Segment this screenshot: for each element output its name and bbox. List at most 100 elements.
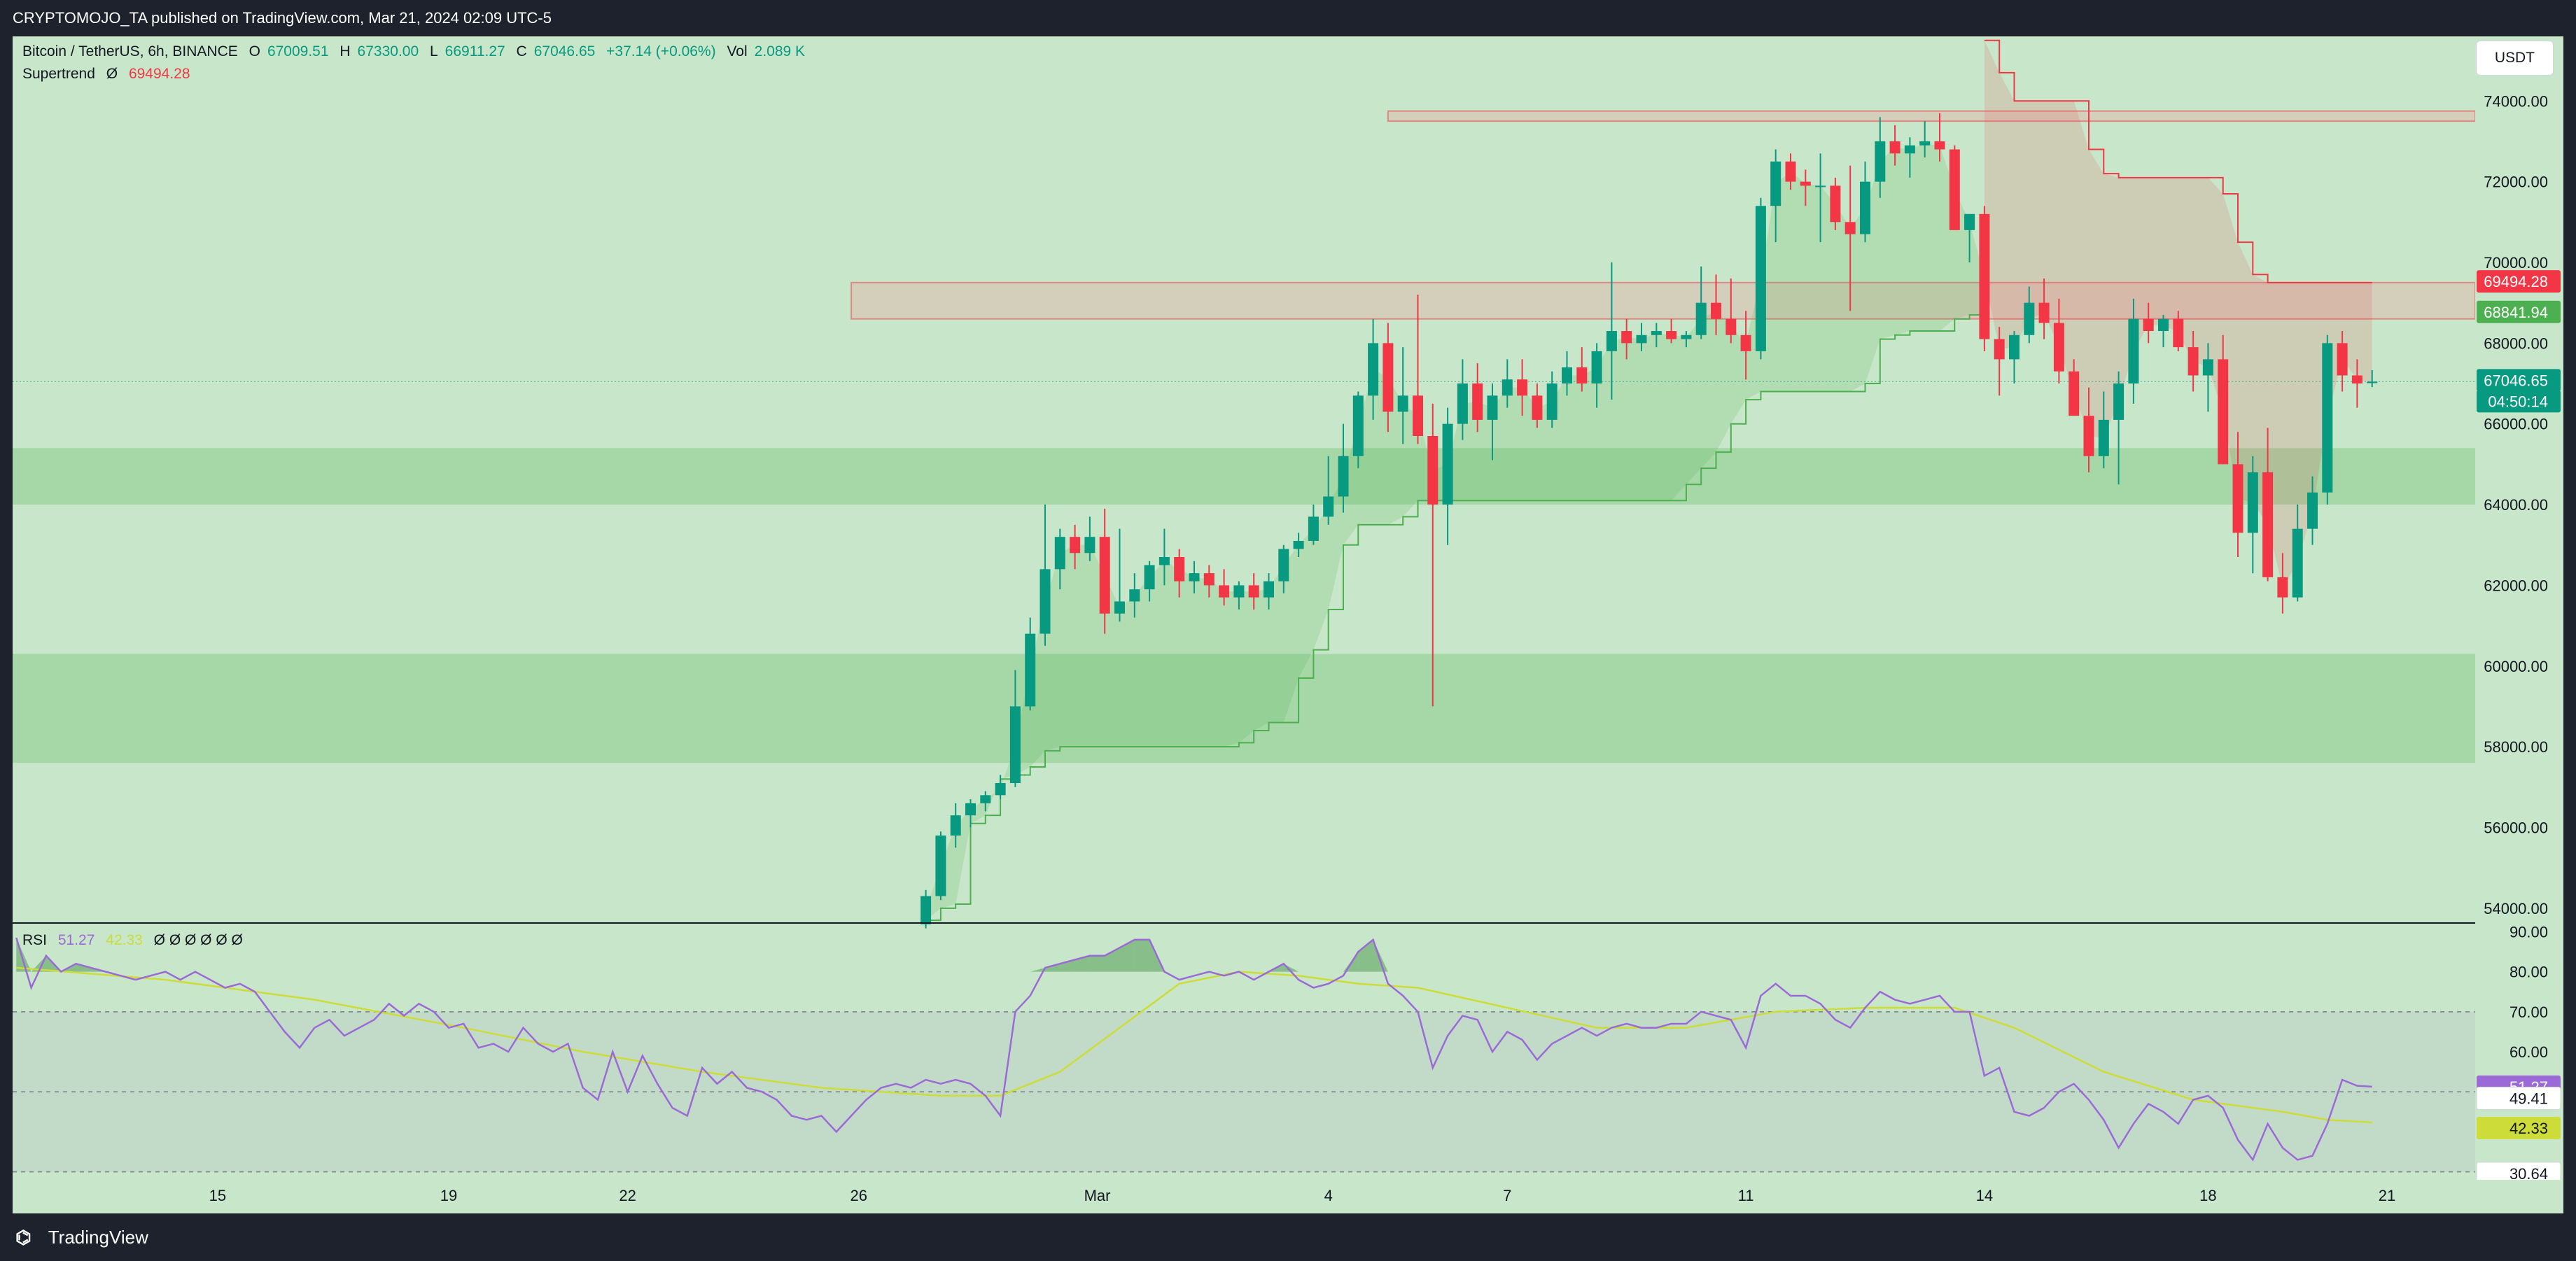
candle-body bbox=[1636, 334, 1647, 344]
candle-body bbox=[1219, 585, 1230, 598]
supertrend-fill-up bbox=[925, 143, 1984, 921]
candle-body bbox=[2113, 383, 2124, 420]
footer-brand[interactable]: TradingView bbox=[48, 1227, 148, 1248]
candle-body bbox=[2218, 359, 2229, 465]
rsi-overbought-fill bbox=[1074, 955, 1090, 972]
candle-body bbox=[1189, 573, 1200, 582]
candle-body bbox=[1129, 589, 1140, 602]
candle-body bbox=[2188, 347, 2199, 376]
candle-body bbox=[2247, 472, 2258, 533]
candle-body bbox=[1532, 395, 1543, 420]
time-tick: 22 bbox=[619, 1187, 636, 1204]
price-tick: 58000.00 bbox=[2484, 738, 2548, 756]
support-zone-3 bbox=[13, 654, 2475, 763]
candle-body bbox=[2038, 302, 2050, 323]
candle-body bbox=[2277, 577, 2288, 598]
candle-body bbox=[1726, 318, 1737, 335]
rsi-value: 51.27 bbox=[57, 932, 95, 948]
price-change: +37.14 (+0.06%) bbox=[606, 43, 716, 59]
candle-body bbox=[1844, 222, 1856, 234]
time-tick: 14 bbox=[1976, 1187, 1993, 1204]
candle-body bbox=[920, 896, 932, 924]
rsi-overbought-fill bbox=[1030, 967, 1045, 972]
candle-body bbox=[1040, 569, 1051, 634]
candle-body bbox=[1158, 557, 1170, 565]
candle-body bbox=[1427, 435, 1438, 505]
time-tick: 11 bbox=[1738, 1187, 1754, 1204]
candle-body bbox=[1576, 367, 1588, 384]
candle-body bbox=[2351, 375, 2362, 384]
tradingview-logo-icon[interactable]: ⌬ bbox=[15, 1227, 31, 1248]
supertrend-label: Supertrend bbox=[22, 66, 95, 82]
countdown-label-text: 04:50:14 bbox=[2488, 393, 2548, 410]
candle-body bbox=[1233, 585, 1245, 598]
rsi-ma-label-text: 42.33 bbox=[2510, 1120, 2548, 1137]
zone-price-label-text: 68841.94 bbox=[2484, 304, 2548, 321]
chart-area[interactable]: 74000.00 72000.00 70000.00 68000.00 66000.00… bbox=[13, 36, 2563, 1213]
candle-body bbox=[1875, 141, 1886, 182]
candle-body bbox=[1785, 161, 1796, 182]
rsi-mid-label-bg bbox=[2476, 1087, 2561, 1111]
candle-body bbox=[1352, 395, 1364, 456]
zone-price-label: 68841.94 bbox=[2477, 300, 2561, 323]
ohlc-close: C 67046.65 bbox=[516, 43, 596, 59]
supertrend-price-label-text: 69494.28 bbox=[2484, 273, 2548, 290]
candle-body bbox=[1904, 145, 1915, 154]
candle-body bbox=[1695, 302, 1707, 335]
candle-body bbox=[1994, 339, 2005, 360]
supertrend-line-up bbox=[925, 314, 1984, 922]
candle-body bbox=[1413, 395, 1423, 436]
candle-body bbox=[1397, 395, 1408, 412]
candle-body bbox=[2009, 334, 2019, 360]
candle-body bbox=[1054, 537, 1065, 570]
candle-body bbox=[2024, 302, 2035, 335]
rsi-low-label: 30.64 bbox=[2476, 1162, 2561, 1185]
supertrend-price-label-bg bbox=[2477, 270, 2561, 293]
time-tick: 26 bbox=[850, 1187, 867, 1204]
time-tick: 18 bbox=[2199, 1187, 2216, 1204]
candle-body bbox=[1338, 456, 1349, 497]
candle-body bbox=[1591, 351, 1602, 384]
candle-body bbox=[1323, 496, 1334, 517]
candle-body bbox=[1084, 537, 1096, 554]
rsi-tick: 60.00 bbox=[2510, 1043, 2548, 1061]
rsi-overbought-fill bbox=[1105, 947, 1120, 972]
chart-canvas[interactable]: 74000.00 72000.00 70000.00 68000.00 66000.00… bbox=[13, 36, 2563, 1213]
supertrend-legend[interactable]: Supertrend Ø 69494.28 bbox=[22, 66, 197, 83]
candle-body bbox=[1203, 573, 1214, 586]
candle-body bbox=[2202, 359, 2213, 376]
resistance-zone-0 bbox=[1387, 110, 2476, 122]
price-tick: 64000.00 bbox=[2484, 496, 2548, 514]
rsi-line bbox=[15, 937, 2372, 1162]
candle-body bbox=[1964, 213, 1975, 230]
candle-body bbox=[1681, 334, 1692, 339]
price-tick: 72000.00 bbox=[2484, 174, 2548, 191]
rsi-overbought-fill bbox=[1373, 939, 1388, 972]
volume: Vol 2.089 K bbox=[727, 43, 806, 59]
publish-header: CRYPTOMOJO_TA published on TradingView.c… bbox=[13, 9, 552, 27]
last-price-label: 67046.65 bbox=[2477, 369, 2561, 392]
candle-body bbox=[1919, 141, 1931, 146]
candle-body bbox=[1621, 331, 1632, 344]
last-price-label-bg bbox=[2477, 369, 2561, 392]
candle-body bbox=[2367, 381, 2378, 383]
rsi-overbought-fill bbox=[1134, 939, 1150, 972]
rsi-legend[interactable]: RSI 51.27 42.33 Ø Ø Ø Ø Ø Ø bbox=[22, 932, 250, 949]
rsi-overbought-fill bbox=[16, 938, 31, 972]
footer: ⌬ TradingView bbox=[0, 1213, 2576, 1261]
rsi-overbought-fill bbox=[1119, 939, 1135, 972]
ohlc-high: H 67330.00 bbox=[340, 43, 419, 59]
price-tick: 62000.00 bbox=[2484, 577, 2548, 594]
rsi-mid-label: 49.41 bbox=[2476, 1087, 2561, 1111]
countdown-label: 04:50:14 bbox=[2477, 390, 2561, 413]
symbol-name[interactable]: Bitcoin / TetherUS, 6h, BINANCE bbox=[22, 43, 238, 59]
candle-body bbox=[1666, 331, 1677, 339]
candle-body bbox=[2232, 464, 2244, 533]
candle-body bbox=[965, 803, 976, 816]
candle-body bbox=[1651, 331, 1662, 335]
rsi-ma-label: 42.33 bbox=[2477, 1117, 2561, 1140]
rsi-overbought-fill bbox=[1283, 964, 1299, 972]
time-tick: 7 bbox=[1503, 1187, 1511, 1204]
currency-button[interactable]: USDT bbox=[2475, 41, 2554, 76]
rsi-label: RSI bbox=[22, 932, 48, 948]
